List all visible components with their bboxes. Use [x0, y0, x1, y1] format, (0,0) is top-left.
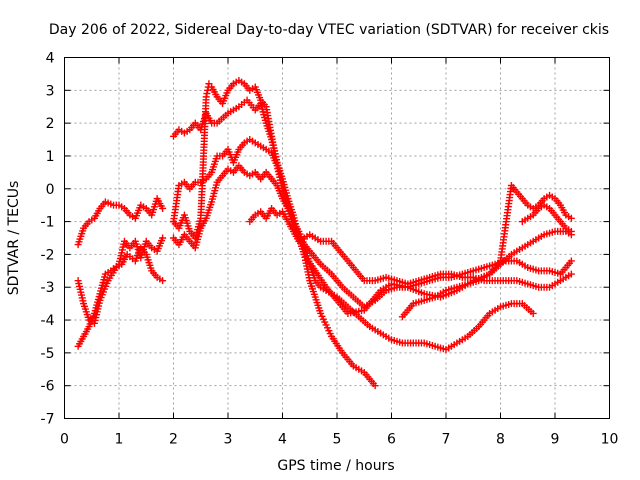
x-tick-label: 7: [442, 432, 451, 448]
x-tick-label: 4: [278, 432, 287, 448]
data-point: [159, 204, 167, 212]
data-point: [529, 309, 537, 317]
y-tick-label: 4: [46, 51, 55, 67]
y-tick-label: -6: [41, 379, 55, 395]
x-tick-label: 10: [601, 432, 619, 448]
x-tick-label: 2: [169, 432, 178, 448]
y-axis-label: SDTVAR / TECUs: [6, 181, 22, 296]
y-tick-label: 0: [46, 182, 55, 198]
grid-lines: [64, 57, 610, 419]
series-s6: [170, 162, 537, 354]
x-axis-label: GPS time / hours: [277, 458, 394, 474]
y-tick-label: -4: [41, 313, 55, 329]
series-s8: [246, 204, 575, 291]
plot-frame: [64, 57, 610, 419]
y-tick-label: -1: [41, 215, 55, 231]
data-point: [371, 382, 379, 390]
data-point: [567, 214, 575, 222]
data-point: [159, 234, 167, 242]
x-tick-labels: 0 1 2 3 4 5 6 7 8 9 10: [60, 432, 618, 448]
series-s7: [170, 136, 575, 311]
y-tick-label: 2: [46, 116, 55, 132]
chart-title: Day 206 of 2022, Sidereal Day-to-day VTE…: [49, 22, 609, 38]
y-tick-label: 3: [46, 83, 55, 99]
x-tick-label: 9: [551, 432, 560, 448]
data-point: [567, 257, 575, 265]
series-s1: [74, 195, 167, 249]
y-tick-label: -2: [41, 247, 55, 263]
series-s3: [74, 234, 167, 350]
x-tick-label: 5: [333, 432, 342, 448]
series-s10: [518, 201, 575, 235]
x-tick-label: 3: [224, 432, 233, 448]
data-point: [159, 277, 167, 285]
data-point: [567, 227, 575, 235]
y-tick-labels: -7 -6 -5 -4 -3 -2 -1 0 1 2 3 4: [41, 51, 55, 428]
x-tick-label: 6: [387, 432, 396, 448]
x-tick-label: 0: [60, 432, 69, 448]
x-tick-label: 1: [115, 432, 124, 448]
y-tick-label: -3: [41, 280, 55, 296]
series-s9: [398, 181, 575, 321]
x-tick-label: 8: [496, 432, 505, 448]
data-point: [567, 270, 575, 278]
data-points: [74, 76, 575, 390]
y-tick-label: -5: [41, 346, 55, 362]
y-tick-label: -7: [41, 412, 55, 428]
y-tick-label: 1: [46, 149, 55, 165]
